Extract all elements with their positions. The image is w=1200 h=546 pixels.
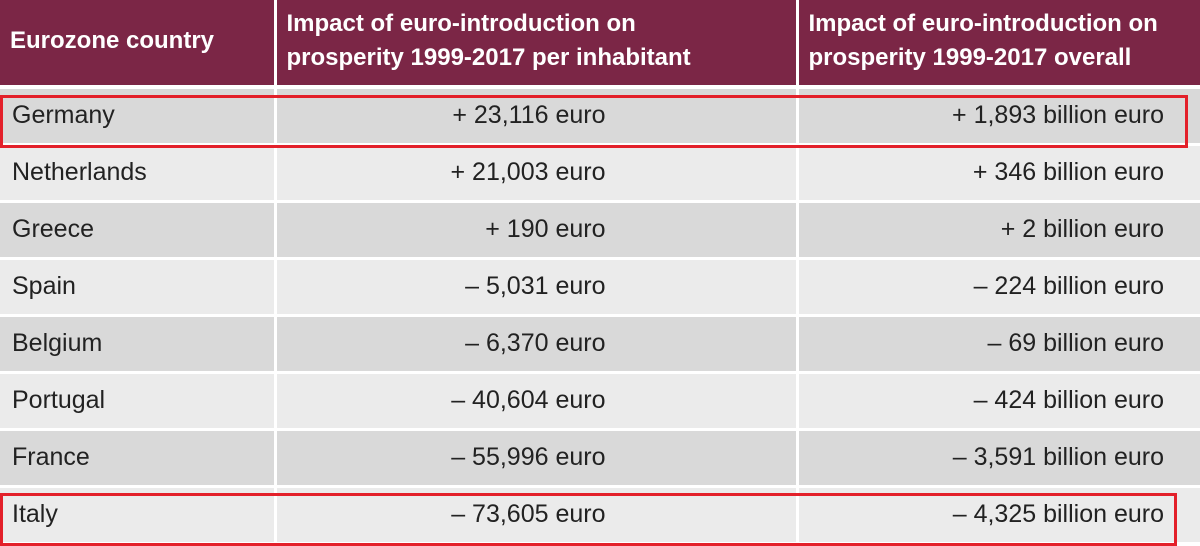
table-row: France – 55,996 euro – 3,591 billion euro [0,429,1200,488]
overall-cell: – 424 billion euro [797,372,1200,431]
overall-cell: – 69 billion euro [797,315,1200,374]
table-row: Portugal – 40,604 euro – 424 billion euro [0,372,1200,431]
header-overall: Impact of euro-introduction on prosperit… [797,0,1200,89]
per-inhabitant-cell: – 55,996 euro [275,429,799,488]
country-cell: Greece [0,201,277,260]
header-country: Eurozone country [0,0,277,89]
table-row: Italy – 73,605 euro – 4,325 billion euro [0,486,1200,545]
table-row: Belgium – 6,370 euro – 69 billion euro [0,315,1200,374]
overall-cell: – 3,591 billion euro [797,429,1200,488]
table-row: Spain – 5,031 euro – 224 billion euro [0,258,1200,317]
per-inhabitant-cell: + 190 euro [275,201,799,260]
per-inhabitant-cell: – 5,031 euro [275,258,799,317]
country-cell: Portugal [0,372,277,431]
per-inhabitant-cell: + 21,003 euro [275,144,799,203]
country-cell: France [0,429,277,488]
per-inhabitant-cell: – 73,605 euro [275,486,799,545]
overall-cell: – 224 billion euro [797,258,1200,317]
country-cell: Germany [0,87,277,146]
overall-cell: + 2 billion euro [797,201,1200,260]
header-country-line-1: Eurozone country [10,27,215,54]
table-row: Greece + 190 euro + 2 billion euro [0,201,1200,260]
table-header-row: Eurozone country Impact of euro-introduc… [0,0,1200,89]
header-per-inhabitant-line-1: Impact of euro-introduction on [286,10,636,37]
header-per-inhabitant: Impact of euro-introduction on prosperit… [275,0,799,89]
country-cell: Italy [0,486,277,545]
table-body: Germany + 23,116 euro + 1,893 billion euro… [0,87,1200,545]
country-cell: Belgium [0,315,277,374]
header-overall-line-2: prosperity 1999-2017 overall [808,44,1132,71]
overall-cell: + 1,893 billion euro [797,87,1200,146]
per-inhabitant-cell: – 6,370 euro [275,315,799,374]
table-row: Germany + 23,116 euro + 1,893 billion euro [0,87,1200,146]
header-overall-line-1: Impact of euro-introduction on [808,10,1158,37]
per-inhabitant-cell: + 23,116 euro [275,87,799,146]
overall-cell: + 346 billion euro [797,144,1200,203]
header-per-inhabitant-line-2: prosperity 1999-2017 per inhabitant [286,44,691,71]
table-row: Netherlands + 21,003 euro + 346 billion eu… [0,144,1200,203]
overall-cell: – 4,325 billion euro [797,486,1200,545]
per-inhabitant-cell: – 40,604 euro [275,372,799,431]
country-cell: Spain [0,258,277,317]
country-cell: Netherlands [0,144,277,203]
